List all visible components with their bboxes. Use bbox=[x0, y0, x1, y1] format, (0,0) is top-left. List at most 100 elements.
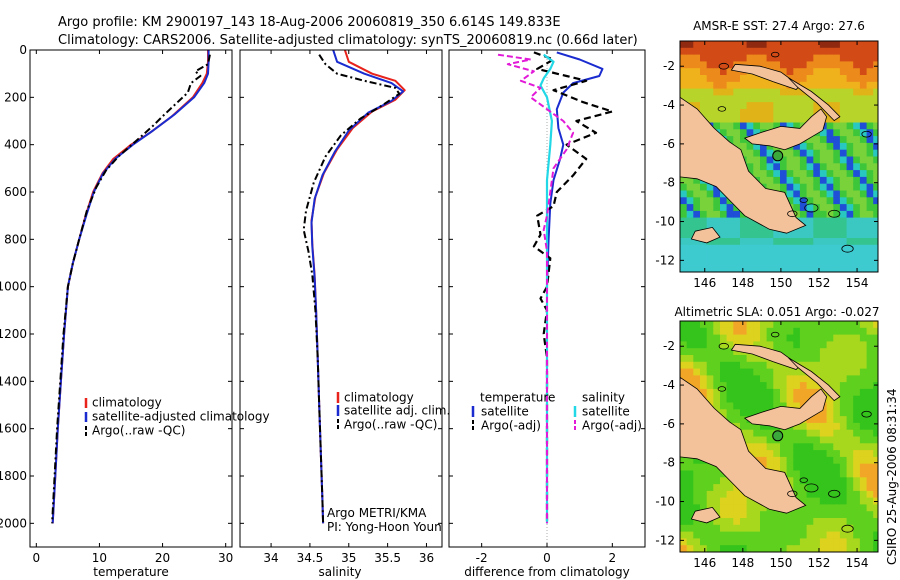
heatmap-cell bbox=[680, 81, 688, 90]
heatmap-cell bbox=[693, 355, 701, 363]
heatmap-cell bbox=[866, 142, 874, 151]
heatmap-cell bbox=[833, 81, 841, 90]
heatmap-cell bbox=[793, 477, 801, 485]
heatmap-cell bbox=[846, 149, 854, 158]
heatmap-cell bbox=[733, 258, 741, 266]
heatmap-cell bbox=[713, 102, 721, 110]
heatmap-cell bbox=[700, 265, 708, 272]
heatmap-cell bbox=[720, 531, 728, 539]
heatmap-cell bbox=[760, 102, 768, 110]
heatmap-cell bbox=[720, 224, 728, 232]
heatmap-cell bbox=[833, 163, 841, 171]
heatmap-cell bbox=[786, 265, 794, 272]
heatmap-cell bbox=[846, 341, 854, 349]
heatmap-cell bbox=[826, 443, 834, 451]
heatmap-cell bbox=[826, 490, 834, 499]
heatmap-cell bbox=[773, 538, 781, 546]
heatmap-cell bbox=[859, 204, 868, 212]
heatmap-cell bbox=[799, 224, 808, 232]
heatmap-cell bbox=[773, 450, 781, 458]
heatmap-cell bbox=[766, 102, 774, 110]
heatmap-cell bbox=[733, 361, 741, 370]
heatmap-cell bbox=[780, 348, 788, 356]
heatmap-cell bbox=[686, 463, 694, 472]
heatmap-cell bbox=[826, 61, 834, 69]
heatmap-cell bbox=[680, 190, 688, 198]
heatmap-cell bbox=[726, 327, 734, 336]
heatmap-cell bbox=[806, 416, 814, 424]
heatmap-cell bbox=[793, 429, 801, 438]
heatmap-cell bbox=[786, 176, 794, 185]
heatmap-cell bbox=[813, 47, 821, 56]
salinity-panel: 34 34.5 35 35.5 36 salinity climatology sate… bbox=[239, 49, 450, 579]
heatmap-cell bbox=[700, 81, 708, 90]
heatmap-cell bbox=[799, 183, 808, 192]
x-tick-label: 0 bbox=[32, 551, 40, 565]
heatmap-cell bbox=[826, 395, 834, 404]
heatmap-cell bbox=[780, 102, 788, 110]
heatmap-cell bbox=[866, 531, 874, 539]
heatmap-cell bbox=[760, 450, 768, 458]
heatmap-cell bbox=[813, 190, 821, 198]
heatmap-cell bbox=[726, 382, 734, 390]
heatmap-cell bbox=[746, 81, 754, 90]
map-x-tick-label: 148 bbox=[731, 276, 754, 290]
heatmap-cell bbox=[786, 511, 794, 519]
heatmap-cell bbox=[873, 348, 878, 356]
heatmap-cell bbox=[753, 524, 761, 533]
heatmap-cell bbox=[859, 231, 868, 239]
heatmap-cell bbox=[773, 443, 781, 451]
heatmap-cell bbox=[773, 368, 781, 376]
heatmap-cell bbox=[706, 88, 714, 96]
heatmap-cell bbox=[680, 224, 688, 232]
heatmap-cell bbox=[700, 341, 708, 349]
heatmap-cell bbox=[726, 224, 734, 232]
heatmap-cell bbox=[839, 190, 848, 198]
heatmap-cell bbox=[853, 497, 861, 505]
heatmap-cell bbox=[740, 327, 748, 336]
island-outline bbox=[804, 203, 819, 213]
heatmap-cell bbox=[846, 47, 854, 56]
heatmap-cell bbox=[873, 163, 878, 171]
heatmap-cell bbox=[693, 321, 701, 329]
heatmap-cell bbox=[780, 183, 788, 192]
heatmap-cell bbox=[806, 244, 814, 253]
heatmap-cell bbox=[873, 231, 878, 239]
heatmap-cell bbox=[753, 429, 761, 438]
heatmap-cell bbox=[793, 54, 801, 62]
heatmap-cell bbox=[846, 375, 854, 383]
heatmap-cell bbox=[866, 115, 874, 124]
heatmap-cell bbox=[873, 54, 878, 62]
heatmap-cell bbox=[733, 88, 741, 96]
heatmap-cell bbox=[873, 265, 878, 272]
heatmap-cell bbox=[833, 348, 841, 356]
heatmap-cell bbox=[826, 477, 834, 485]
heatmap-cell bbox=[826, 456, 834, 465]
heatmap-cell bbox=[833, 183, 841, 192]
heatmap-cell bbox=[813, 176, 821, 185]
heatmap-cell bbox=[859, 176, 868, 185]
heatmap-cell bbox=[846, 183, 854, 192]
heatmap-cell bbox=[846, 470, 854, 478]
heatmap-cell bbox=[853, 375, 861, 383]
heatmap-cell bbox=[746, 531, 754, 539]
island-outline bbox=[828, 209, 841, 218]
heatmap-cell bbox=[733, 524, 741, 533]
heatmap-cell bbox=[793, 368, 801, 376]
heatmap-cell bbox=[680, 238, 688, 246]
heatmap-cell bbox=[680, 484, 688, 492]
heatmap-cell bbox=[833, 334, 841, 342]
heatmap-cell bbox=[839, 524, 848, 533]
heatmap-cell bbox=[680, 538, 688, 546]
heatmap-cell bbox=[700, 244, 708, 253]
heatmap-cell bbox=[873, 68, 878, 76]
heatmap-cell bbox=[713, 217, 721, 225]
heatmap-cell bbox=[833, 497, 841, 505]
heatmap-cell bbox=[826, 68, 834, 76]
heatmap-cell bbox=[806, 190, 814, 198]
heatmap-cell bbox=[839, 497, 848, 505]
heatmap-cell bbox=[753, 341, 761, 349]
heatmap-cell bbox=[746, 368, 754, 376]
heatmap-cell bbox=[746, 402, 754, 410]
heatmap-cell bbox=[873, 327, 878, 336]
